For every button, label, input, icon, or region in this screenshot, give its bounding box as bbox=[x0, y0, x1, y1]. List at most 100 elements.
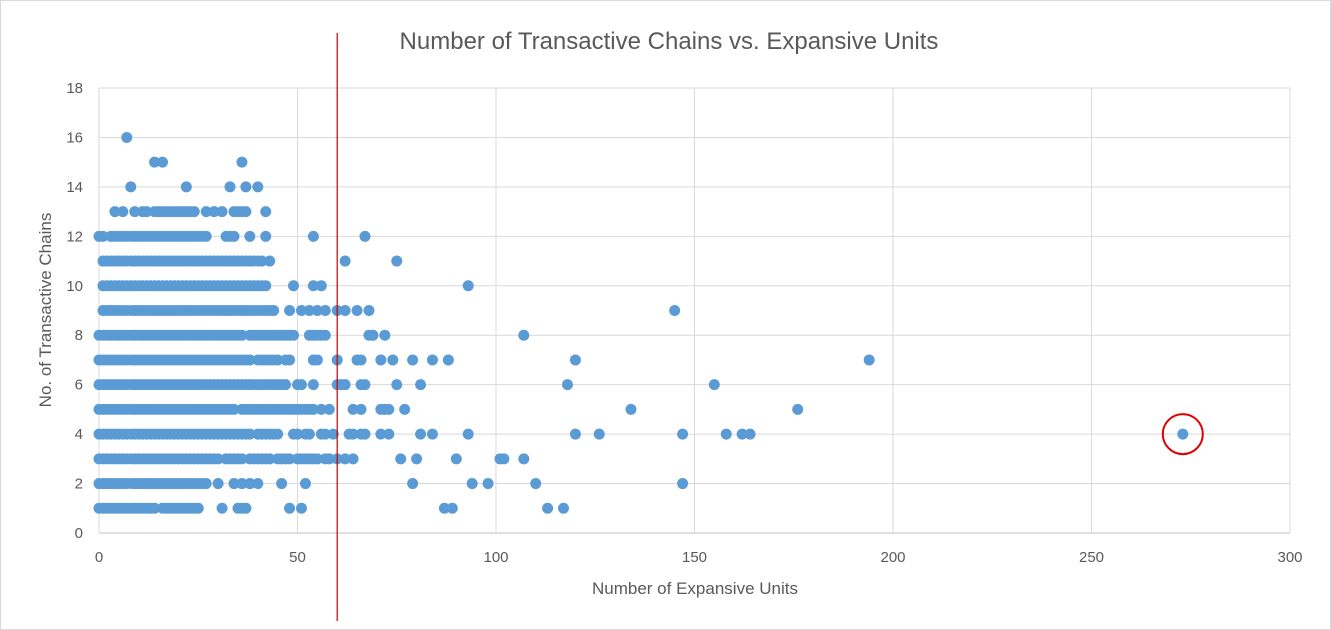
data-point bbox=[339, 453, 351, 465]
data-point bbox=[347, 453, 359, 465]
y-tick-label: 16 bbox=[66, 129, 83, 146]
data-point bbox=[307, 280, 319, 292]
x-tick-label: 200 bbox=[880, 549, 905, 566]
data-point bbox=[240, 206, 252, 218]
data-point bbox=[284, 354, 296, 366]
y-tick-label: 8 bbox=[75, 327, 83, 344]
data-point bbox=[307, 230, 319, 242]
data-point bbox=[720, 428, 732, 440]
data-point bbox=[462, 428, 474, 440]
data-point bbox=[323, 453, 335, 465]
highlight-circle bbox=[1161, 413, 1204, 456]
data-point bbox=[446, 502, 458, 514]
y-tick-label: 4 bbox=[75, 426, 83, 443]
data-point bbox=[284, 305, 296, 316]
data-point bbox=[303, 305, 315, 316]
data-point bbox=[863, 354, 875, 366]
data-point bbox=[569, 428, 581, 440]
data-point bbox=[252, 181, 264, 193]
data-point bbox=[319, 329, 331, 341]
data-point bbox=[355, 354, 367, 366]
data-point bbox=[387, 354, 399, 366]
data-point bbox=[311, 305, 323, 316]
data-point bbox=[260, 206, 272, 218]
data-point bbox=[252, 478, 264, 490]
data-point bbox=[339, 379, 351, 391]
data-point bbox=[236, 478, 248, 490]
data-point bbox=[125, 181, 137, 193]
data-point bbox=[561, 379, 573, 391]
data-point bbox=[129, 206, 141, 218]
annotations bbox=[336, 33, 1204, 621]
data-point bbox=[375, 428, 387, 440]
data-point bbox=[569, 354, 581, 366]
data-point bbox=[216, 502, 228, 514]
data-point bbox=[530, 478, 542, 490]
data-point bbox=[244, 428, 256, 440]
data-point bbox=[462, 280, 474, 292]
data-point bbox=[379, 329, 391, 341]
data-point bbox=[264, 453, 276, 465]
data-point bbox=[117, 206, 129, 218]
data-point bbox=[375, 354, 387, 366]
data-point bbox=[407, 354, 419, 366]
data-point bbox=[347, 428, 359, 440]
x-tick-label: 250 bbox=[1079, 549, 1104, 566]
data-point bbox=[383, 428, 395, 440]
data-point bbox=[315, 403, 327, 415]
data-point bbox=[466, 478, 478, 490]
data-point bbox=[236, 453, 248, 465]
y-tick-label: 18 bbox=[66, 80, 83, 97]
data-point bbox=[200, 206, 212, 218]
data-point bbox=[288, 280, 300, 292]
y-axis-title: No. of Transactive Chains bbox=[36, 213, 55, 408]
data-point bbox=[212, 453, 224, 465]
data-point bbox=[280, 379, 292, 391]
data-point bbox=[351, 305, 363, 316]
data-point bbox=[395, 453, 407, 465]
data-point bbox=[677, 478, 689, 490]
data-point bbox=[323, 403, 335, 415]
data-point bbox=[327, 428, 339, 440]
data-point bbox=[295, 502, 307, 514]
data-point bbox=[1177, 428, 1189, 440]
data-point bbox=[792, 403, 804, 415]
data-point bbox=[557, 502, 569, 514]
x-tick-label: 50 bbox=[289, 549, 306, 566]
data-point bbox=[339, 255, 351, 267]
data-point bbox=[339, 305, 351, 316]
data-point bbox=[288, 329, 300, 341]
data-point bbox=[276, 478, 288, 490]
y-tick-label: 2 bbox=[75, 476, 83, 493]
x-axis-ticks: 0 50 100 150 200 250 300 bbox=[95, 549, 1303, 566]
data-point bbox=[383, 403, 395, 415]
y-tick-label: 12 bbox=[66, 228, 83, 245]
data-point bbox=[744, 428, 756, 440]
data-point bbox=[363, 305, 375, 316]
x-tick-label: 0 bbox=[95, 549, 103, 566]
data-point bbox=[240, 181, 252, 193]
data-point bbox=[442, 354, 454, 366]
data-point bbox=[542, 502, 554, 514]
data-point bbox=[224, 181, 236, 193]
data-point bbox=[708, 379, 720, 391]
data-point bbox=[188, 206, 200, 218]
data-points bbox=[93, 131, 1189, 514]
data-point bbox=[359, 230, 371, 242]
data-point bbox=[311, 354, 323, 366]
data-point bbox=[295, 305, 307, 316]
data-point bbox=[180, 181, 192, 193]
data-point bbox=[157, 156, 169, 168]
data-point bbox=[121, 131, 133, 143]
data-point bbox=[518, 453, 530, 465]
data-point bbox=[244, 230, 256, 242]
data-point bbox=[315, 280, 327, 292]
data-point bbox=[311, 453, 323, 465]
data-point bbox=[141, 206, 153, 218]
data-point bbox=[97, 230, 109, 242]
data-point bbox=[295, 379, 307, 391]
data-point bbox=[415, 379, 427, 391]
data-point bbox=[236, 156, 248, 168]
data-point bbox=[426, 428, 438, 440]
